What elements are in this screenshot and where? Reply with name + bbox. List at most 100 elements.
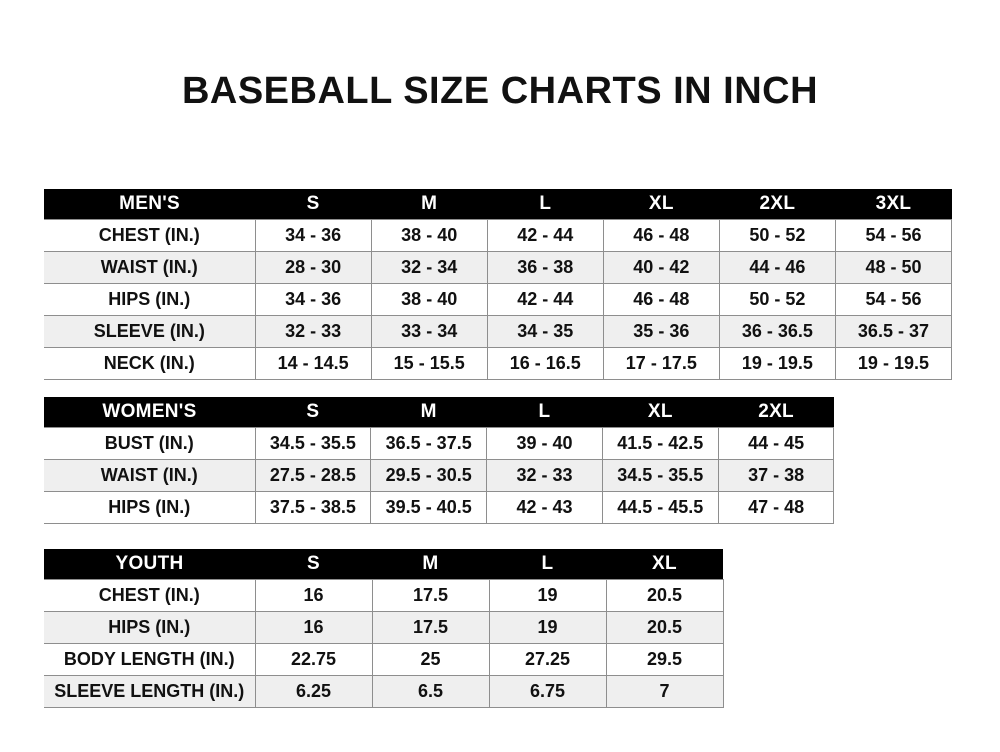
cell-value: 47 - 48 — [717, 491, 835, 524]
table-row: HIPS (IN.) 37.5 - 38.5 39.5 - 40.5 42 - … — [44, 491, 835, 524]
womens-table-body: BUST (IN.) 34.5 - 35.5 36.5 - 37.5 39 - … — [44, 427, 835, 524]
cell-value: 16 — [254, 579, 373, 612]
mens-header-l: L — [487, 189, 604, 220]
cell-value: 27.25 — [488, 643, 607, 676]
cell-value: 29.5 — [605, 643, 724, 676]
header-row: MEN'S S M L XL 2XL 3XL — [44, 189, 952, 220]
cell-value: 44.5 - 45.5 — [601, 491, 719, 524]
cell-value: 19 — [488, 611, 607, 644]
table-row: CHEST (IN.) 16 17.5 19 20.5 — [44, 579, 724, 612]
cell-value: 37 - 38 — [717, 459, 835, 492]
cell-value: 46 - 48 — [602, 283, 720, 316]
womens-size-table: WOMEN'S S M L XL 2XL BUST (IN.) 34.5 - 3… — [44, 397, 835, 524]
womens-header-m: M — [370, 397, 487, 428]
table-row: NECK (IN.) 14 - 14.5 15 - 15.5 16 - 16.5… — [44, 347, 953, 380]
cell-value: 22.75 — [254, 643, 373, 676]
row-label: NECK (IN.) — [44, 347, 256, 380]
cell-value: 42 - 44 — [486, 283, 604, 316]
youth-table-header: YOUTH S M L XL — [44, 549, 723, 580]
cell-value: 6.25 — [254, 675, 373, 708]
table-row: WAIST (IN.) 28 - 30 32 - 34 36 - 38 40 -… — [44, 251, 953, 284]
page-title: BASEBALL SIZE CHARTS IN INCH — [181, 70, 819, 112]
cell-value: 19 - 19.5 — [718, 347, 836, 380]
cell-value: 19 — [488, 579, 607, 612]
cell-value: 32 - 33 — [486, 459, 603, 492]
cell-value: 34 - 35 — [486, 315, 604, 348]
cell-value: 32 - 33 — [254, 315, 372, 348]
cell-value: 44 - 46 — [718, 251, 836, 284]
youth-header-xl: XL — [606, 549, 723, 580]
cell-value: 35 - 36 — [602, 315, 720, 348]
cell-value: 39 - 40 — [486, 427, 603, 460]
cell-value: 37.5 - 38.5 — [254, 491, 372, 524]
table-row: WAIST (IN.) 27.5 - 28.5 29.5 - 30.5 32 -… — [44, 459, 835, 492]
cell-value: 20.5 — [605, 611, 724, 644]
mens-header-category: MEN'S — [44, 189, 256, 220]
cell-value: 32 - 34 — [370, 251, 488, 284]
cell-value: 33 - 34 — [370, 315, 488, 348]
mens-header-3xl: 3XL — [835, 189, 952, 220]
table-row: SLEEVE (IN.) 32 - 33 33 - 34 34 - 35 35 … — [44, 315, 953, 348]
table-row: CHEST (IN.) 34 - 36 38 - 40 42 - 44 46 -… — [44, 219, 953, 252]
youth-size-table: YOUTH S M L XL CHEST (IN.) 16 17.5 19 20… — [44, 549, 724, 708]
cell-value: 34.5 - 35.5 — [254, 427, 372, 460]
cell-value: 44 - 45 — [717, 427, 835, 460]
mens-table-header: MEN'S S M L XL 2XL 3XL — [44, 189, 952, 220]
table-row: SLEEVE LENGTH (IN.) 6.25 6.5 6.75 7 — [44, 675, 724, 708]
womens-header-s: S — [255, 397, 371, 428]
youth-header-l: L — [489, 549, 606, 580]
womens-header-xl: XL — [602, 397, 719, 428]
cell-value: 54 - 56 — [834, 283, 953, 316]
row-label: CHEST (IN.) — [44, 219, 256, 252]
womens-table-header: WOMEN'S S M L XL 2XL — [44, 397, 834, 428]
cell-value: 6.5 — [371, 675, 490, 708]
cell-value: 16 — [254, 611, 373, 644]
row-label: HIPS (IN.) — [44, 611, 256, 644]
cell-value: 34 - 36 — [254, 219, 372, 252]
mens-header-xl: XL — [603, 189, 720, 220]
cell-value: 17.5 — [371, 579, 490, 612]
row-label: CHEST (IN.) — [44, 579, 256, 612]
mens-size-table: MEN'S S M L XL 2XL 3XL CHEST (IN.) 34 - … — [44, 189, 953, 380]
mens-header-2xl: 2XL — [719, 189, 836, 220]
row-label: SLEEVE LENGTH (IN.) — [44, 675, 256, 708]
row-label: WAIST (IN.) — [44, 251, 256, 284]
youth-table-body: CHEST (IN.) 16 17.5 19 20.5 HIPS (IN.) 1… — [44, 579, 724, 708]
row-label: WAIST (IN.) — [44, 459, 256, 492]
womens-header-category: WOMEN'S — [44, 397, 255, 428]
cell-value: 6.75 — [488, 675, 607, 708]
cell-value: 16 - 16.5 — [486, 347, 604, 380]
cell-value: 40 - 42 — [602, 251, 720, 284]
cell-value: 17.5 — [371, 611, 490, 644]
cell-value: 38 - 40 — [370, 219, 488, 252]
cell-value: 17 - 17.5 — [602, 347, 720, 380]
youth-header-s: S — [255, 549, 372, 580]
table-row: BUST (IN.) 34.5 - 35.5 36.5 - 37.5 39 - … — [44, 427, 835, 460]
table-row: HIPS (IN.) 16 17.5 19 20.5 — [44, 611, 724, 644]
cell-value: 41.5 - 42.5 — [601, 427, 719, 460]
cell-value: 36 - 38 — [486, 251, 604, 284]
cell-value: 25 — [371, 643, 490, 676]
cell-value: 46 - 48 — [602, 219, 720, 252]
row-label: BUST (IN.) — [44, 427, 256, 460]
cell-value: 14 - 14.5 — [254, 347, 372, 380]
table-row: HIPS (IN.) 34 - 36 38 - 40 42 - 44 46 - … — [44, 283, 953, 316]
row-label: HIPS (IN.) — [44, 491, 256, 524]
cell-value: 54 - 56 — [834, 219, 953, 252]
header-row: YOUTH S M L XL — [44, 549, 723, 580]
cell-value: 34.5 - 35.5 — [601, 459, 719, 492]
cell-value: 50 - 52 — [718, 219, 836, 252]
cell-value: 50 - 52 — [718, 283, 836, 316]
cell-value: 15 - 15.5 — [370, 347, 488, 380]
mens-table-body: CHEST (IN.) 34 - 36 38 - 40 42 - 44 46 -… — [44, 219, 953, 380]
cell-value: 36.5 - 37 — [834, 315, 953, 348]
cell-value: 38 - 40 — [370, 283, 488, 316]
cell-value: 34 - 36 — [254, 283, 372, 316]
cell-value: 27.5 - 28.5 — [254, 459, 372, 492]
cell-value: 20.5 — [605, 579, 724, 612]
cell-value: 7 — [605, 675, 724, 708]
header-row: WOMEN'S S M L XL 2XL — [44, 397, 834, 428]
cell-value: 42 - 44 — [486, 219, 604, 252]
cell-value: 42 - 43 — [486, 491, 603, 524]
